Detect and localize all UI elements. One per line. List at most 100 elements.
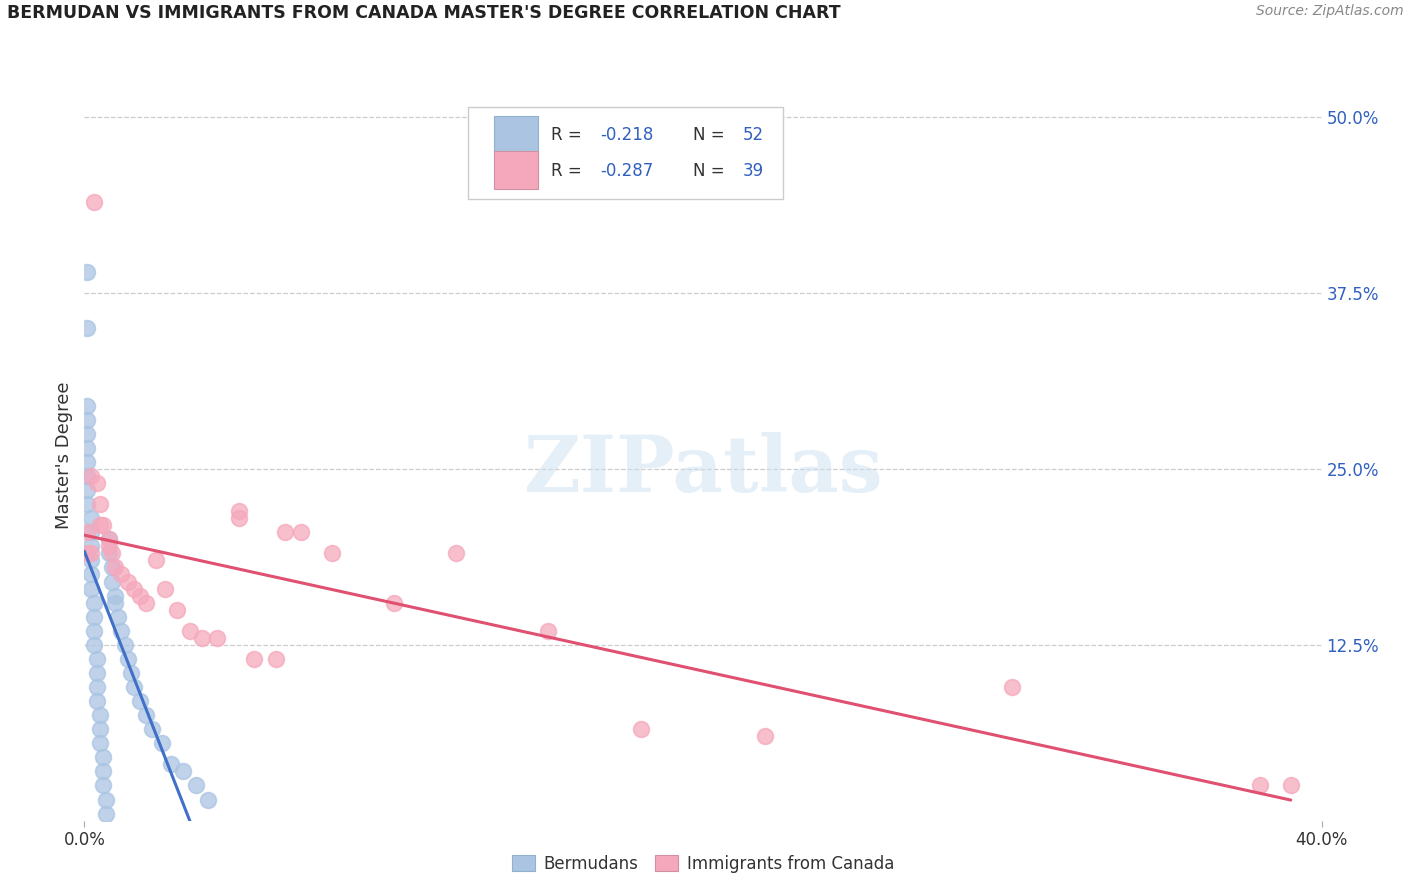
Point bbox=[76, 497, 98, 511]
Point bbox=[101, 574, 124, 589]
Point bbox=[114, 638, 136, 652]
Point bbox=[207, 631, 229, 645]
Point bbox=[79, 567, 101, 582]
Point bbox=[79, 546, 101, 560]
Point bbox=[94, 806, 117, 821]
Text: ZIPatlas: ZIPatlas bbox=[523, 432, 883, 508]
Point bbox=[89, 518, 111, 533]
Point bbox=[83, 609, 105, 624]
Point bbox=[83, 194, 105, 209]
FancyBboxPatch shape bbox=[468, 108, 783, 199]
Point bbox=[98, 546, 121, 560]
Point bbox=[141, 723, 163, 737]
Point bbox=[1249, 779, 1271, 793]
Point bbox=[79, 511, 101, 525]
Point bbox=[76, 469, 98, 483]
Point bbox=[86, 652, 108, 666]
Point bbox=[76, 413, 98, 427]
Point bbox=[120, 665, 142, 680]
Point bbox=[89, 497, 111, 511]
Point bbox=[191, 631, 214, 645]
Point bbox=[76, 546, 98, 560]
Point bbox=[89, 708, 111, 723]
Point bbox=[76, 321, 98, 335]
Point bbox=[91, 764, 114, 779]
Point bbox=[179, 624, 201, 638]
Point bbox=[86, 665, 108, 680]
Point bbox=[79, 582, 101, 596]
Y-axis label: Master's Degree: Master's Degree bbox=[55, 381, 73, 529]
Text: N =: N = bbox=[693, 162, 730, 180]
Text: R =: R = bbox=[551, 127, 586, 145]
Point bbox=[76, 455, 98, 469]
Point bbox=[172, 764, 194, 779]
Point bbox=[79, 539, 101, 553]
Point bbox=[110, 624, 132, 638]
Point bbox=[76, 265, 98, 279]
Point bbox=[76, 525, 98, 540]
Text: BERMUDAN VS IMMIGRANTS FROM CANADA MASTER'S DEGREE CORRELATION CHART: BERMUDAN VS IMMIGRANTS FROM CANADA MASTE… bbox=[7, 4, 841, 22]
Point bbox=[264, 652, 287, 666]
Point bbox=[145, 553, 167, 567]
Point bbox=[122, 582, 145, 596]
Point bbox=[290, 525, 312, 540]
Point bbox=[98, 533, 121, 547]
Point bbox=[94, 792, 117, 806]
Point bbox=[537, 624, 560, 638]
Point bbox=[86, 680, 108, 694]
Point bbox=[98, 533, 121, 547]
Point bbox=[1279, 779, 1302, 793]
Point bbox=[91, 750, 114, 764]
Point bbox=[630, 723, 652, 737]
FancyBboxPatch shape bbox=[494, 116, 538, 154]
Point bbox=[117, 574, 139, 589]
Point bbox=[101, 546, 124, 560]
Text: -0.218: -0.218 bbox=[600, 127, 654, 145]
Point bbox=[243, 652, 266, 666]
Point bbox=[89, 723, 111, 737]
Text: N =: N = bbox=[693, 127, 730, 145]
Point bbox=[83, 638, 105, 652]
Point bbox=[104, 589, 127, 603]
Point bbox=[76, 399, 98, 413]
Text: Source: ZipAtlas.com: Source: ZipAtlas.com bbox=[1256, 4, 1403, 19]
Point bbox=[83, 596, 105, 610]
Point bbox=[129, 694, 152, 708]
Point bbox=[104, 560, 127, 574]
Point bbox=[160, 757, 183, 772]
Point bbox=[110, 567, 132, 582]
Point bbox=[197, 792, 219, 806]
Point bbox=[135, 596, 157, 610]
Point bbox=[79, 553, 101, 567]
Point bbox=[150, 736, 173, 750]
Point bbox=[79, 469, 101, 483]
Point bbox=[101, 560, 124, 574]
Point bbox=[86, 476, 108, 491]
Point bbox=[89, 736, 111, 750]
Text: R =: R = bbox=[551, 162, 586, 180]
Point bbox=[321, 546, 343, 560]
Point bbox=[91, 779, 114, 793]
Point bbox=[184, 779, 207, 793]
Point bbox=[122, 680, 145, 694]
Text: -0.287: -0.287 bbox=[600, 162, 654, 180]
Point bbox=[117, 652, 139, 666]
Text: 39: 39 bbox=[742, 162, 763, 180]
Point bbox=[166, 602, 188, 616]
Point bbox=[98, 539, 121, 553]
Point bbox=[129, 589, 152, 603]
Point bbox=[104, 596, 127, 610]
Point bbox=[76, 483, 98, 497]
Point bbox=[76, 441, 98, 455]
Point bbox=[135, 708, 157, 723]
Point bbox=[1001, 680, 1024, 694]
Point bbox=[754, 729, 776, 743]
Point bbox=[107, 609, 129, 624]
Point bbox=[382, 596, 405, 610]
Point bbox=[444, 546, 467, 560]
Point bbox=[91, 518, 114, 533]
Point bbox=[76, 426, 98, 441]
Text: 52: 52 bbox=[742, 127, 763, 145]
Point bbox=[86, 694, 108, 708]
Legend: Bermudans, Immigrants from Canada: Bermudans, Immigrants from Canada bbox=[508, 850, 898, 878]
